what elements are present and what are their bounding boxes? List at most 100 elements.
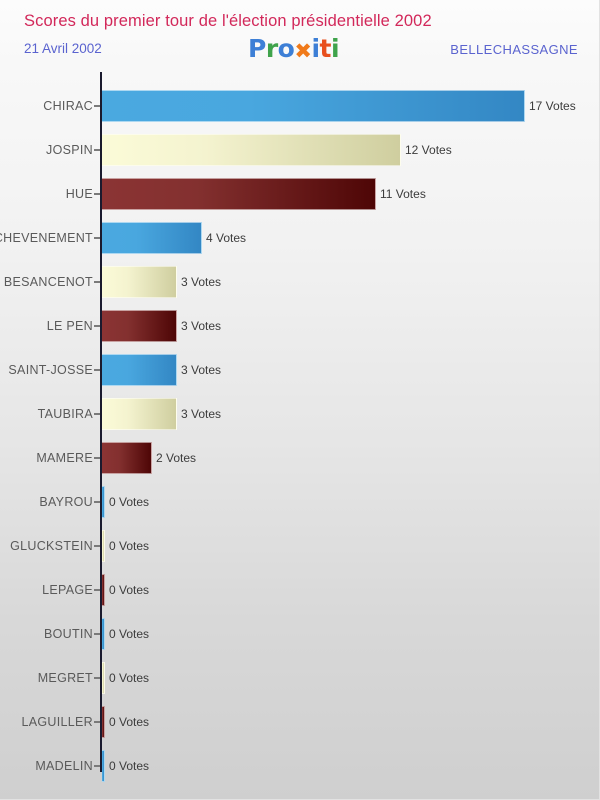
candidate-label: TAUBIRA <box>37 407 93 421</box>
page-title: Scores du premier tour de l'élection pré… <box>24 12 432 30</box>
bar-value-label: 0 Votes <box>109 583 150 597</box>
bar-track <box>102 222 202 254</box>
axis-tick <box>94 589 100 591</box>
axis-tick <box>94 149 100 151</box>
bar-row: LAGUILLER 0 Votes <box>0 700 599 744</box>
candidate-label: SAINT-JOSSE <box>8 363 93 377</box>
logo-letter-1: r <box>265 34 278 63</box>
bar-fill[interactable] <box>102 354 177 386</box>
bar-fill[interactable] <box>102 662 105 694</box>
bar-value-label: 0 Votes <box>109 627 150 641</box>
bar-track <box>102 706 105 738</box>
bar-row: TAUBIRA 3 Votes <box>0 392 599 436</box>
bar-track <box>102 266 177 298</box>
bar-value-label: 3 Votes <box>181 363 222 377</box>
axis-tick <box>94 281 100 283</box>
bar-fill[interactable] <box>102 486 105 518</box>
candidate-label: LAGUILLER <box>21 715 93 729</box>
logo-letter-4: i <box>311 34 320 63</box>
bar-track <box>102 574 105 606</box>
axis-tick <box>94 105 100 107</box>
bar-value-label: 4 Votes <box>206 231 247 245</box>
bar-track <box>102 178 376 210</box>
logo-letter-0: P <box>248 34 266 63</box>
bar-value-label: 0 Votes <box>109 759 150 773</box>
bar-value-label: 0 Votes <box>109 539 150 553</box>
bar-fill[interactable] <box>102 618 105 650</box>
bar-row: GLUCKSTEIN 0 Votes <box>0 524 599 568</box>
bar-value-label: 17 Votes <box>529 99 576 113</box>
bar-track <box>102 442 152 474</box>
election-date-label: 21 Avril 2002 <box>24 41 102 56</box>
bar-fill[interactable] <box>102 310 177 342</box>
bar-fill[interactable] <box>102 178 376 210</box>
bar-fill[interactable] <box>102 706 105 738</box>
bar-fill[interactable] <box>102 266 177 298</box>
bar-row: CHEVENEMENT 4 Votes <box>0 216 599 260</box>
bar-row: JOSPIN 12 Votes <box>0 128 599 172</box>
logo-letter-3: ✖ <box>294 39 312 63</box>
bar-track <box>102 354 177 386</box>
candidate-label: BAYROU <box>39 495 93 509</box>
logo-letter-5: t <box>319 34 332 63</box>
bar-fill[interactable] <box>102 442 152 474</box>
candidate-label: BOUTIN <box>43 627 93 641</box>
bar-value-label: 12 Votes <box>405 143 452 157</box>
candidate-label: LE PEN <box>46 319 93 333</box>
bar-track <box>102 134 401 166</box>
bar-row: MAMERE 2 Votes <box>0 436 599 480</box>
bar-track <box>102 750 105 782</box>
axis-tick <box>94 545 100 547</box>
axis-tick <box>94 325 100 327</box>
bar-track <box>102 486 105 518</box>
axis-tick <box>94 765 100 767</box>
bar-fill[interactable] <box>102 134 401 166</box>
axis-tick <box>94 501 100 503</box>
bar-fill[interactable] <box>102 750 105 782</box>
bar-track <box>102 618 105 650</box>
candidate-label: CHIRAC <box>43 99 93 113</box>
commune-name-label: BELLECHASSAGNE <box>450 42 578 57</box>
bar-row: BESANCENOT 3 Votes <box>0 260 599 304</box>
bar-value-label: 3 Votes <box>181 319 222 333</box>
bar-value-label: 3 Votes <box>181 275 222 289</box>
bar-fill[interactable] <box>102 398 177 430</box>
bar-value-label: 2 Votes <box>156 451 197 465</box>
bar-value-label: 11 Votes <box>380 187 426 201</box>
bar-value-label: 3 Votes <box>181 407 222 421</box>
candidate-label: MEGRET <box>37 671 93 685</box>
candidate-label: MAMERE <box>36 451 93 465</box>
candidate-label: HUE <box>65 187 93 201</box>
bar-row: MEGRET 0 Votes <box>0 656 599 700</box>
bar-fill[interactable] <box>102 222 202 254</box>
bar-fill[interactable] <box>102 530 105 562</box>
bar-fill[interactable] <box>102 90 525 122</box>
bar-row: CHIRAC 17 Votes <box>0 84 599 128</box>
logo-letter-2: o <box>277 34 295 63</box>
candidate-label: CHEVENEMENT <box>0 231 93 245</box>
proxiti-logo[interactable]: Pro✖iti <box>248 34 340 63</box>
axis-tick <box>94 457 100 459</box>
candidate-label: GLUCKSTEIN <box>10 539 93 553</box>
candidate-label: JOSPIN <box>46 143 93 157</box>
bar-row: LE PEN 3 Votes <box>0 304 599 348</box>
axis-tick <box>94 193 100 195</box>
axis-tick <box>94 413 100 415</box>
bar-track <box>102 530 105 562</box>
bar-value-label: 0 Votes <box>109 715 150 729</box>
bar-row: BOUTIN 0 Votes <box>0 612 599 656</box>
candidate-label: LEPAGE <box>42 583 93 597</box>
bar-value-label: 0 Votes <box>109 495 150 509</box>
bar-value-label: 0 Votes <box>109 671 150 685</box>
candidate-label: BESANCENOT <box>3 275 93 289</box>
bar-track <box>102 662 105 694</box>
bar-track <box>102 398 177 430</box>
bar-row: BAYROU 0 Votes <box>0 480 599 524</box>
bar-fill[interactable] <box>102 574 105 606</box>
bar-row: SAINT-JOSSE 3 Votes <box>0 348 599 392</box>
y-axis-line <box>100 72 102 772</box>
axis-tick <box>94 237 100 239</box>
bar-track <box>102 310 177 342</box>
axis-tick <box>94 677 100 679</box>
